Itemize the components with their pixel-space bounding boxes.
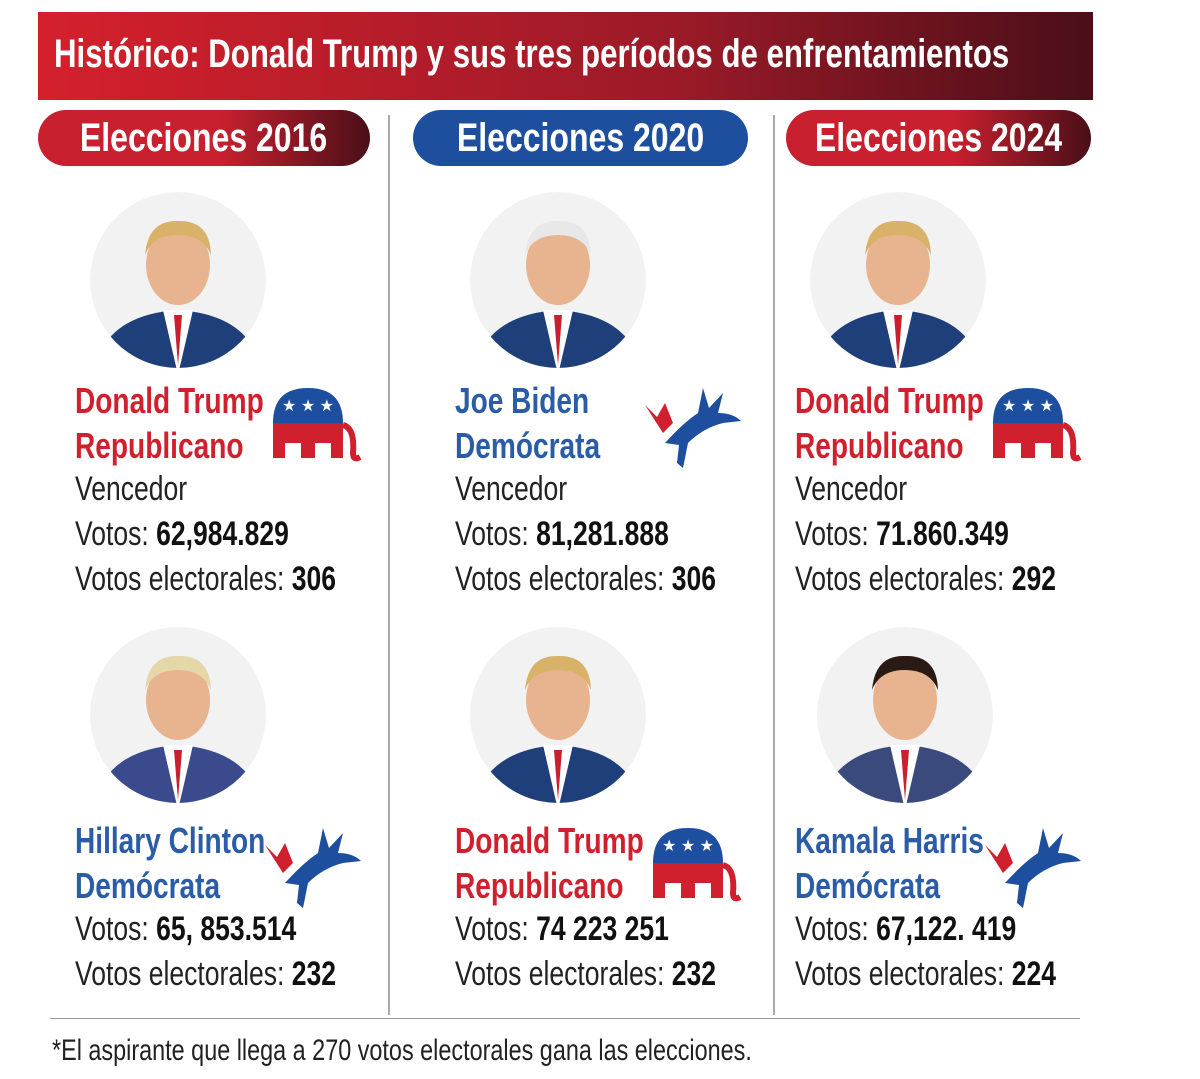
photo	[83, 620, 273, 810]
ev-value: 306	[291, 560, 336, 598]
ev-value: 292	[1011, 560, 1056, 598]
heading-text: Elecciones 2016	[80, 115, 328, 160]
votes-line: Votos: 71.860.349	[795, 515, 1009, 554]
ev-line: Votos electorales: 306	[75, 560, 336, 599]
candidate-name: Hillary Clinton	[75, 820, 266, 861]
votes-value: 65, 853.514	[156, 910, 297, 948]
votes-label: Votos:	[795, 515, 869, 553]
candidate-name: Donald Trump	[455, 820, 644, 861]
portrait	[470, 627, 646, 803]
candidate-party: Demócrata	[455, 425, 601, 466]
ev-label: Votos electorales:	[75, 955, 285, 993]
party-emblem: ★ ★ ★	[653, 828, 742, 902]
column-heading: Elecciones 2020	[413, 110, 748, 166]
column-heading: Elecciones 2016	[38, 110, 370, 166]
candidate-name: Kamala Harris	[795, 820, 984, 861]
votes-line: Votos: 65, 853.514	[75, 910, 296, 949]
divider	[773, 115, 775, 1015]
portrait	[90, 192, 266, 368]
photo	[463, 620, 653, 810]
votes-label: Votos:	[75, 910, 149, 948]
photo	[83, 185, 273, 375]
ev-label: Votos electorales:	[455, 955, 665, 993]
elephant-emblem: ★ ★ ★	[643, 823, 743, 913]
svg-text:★ ★ ★: ★ ★ ★	[282, 398, 334, 415]
votes-value: 71.860.349	[876, 515, 1009, 553]
votes-value: 74 223 251	[536, 910, 669, 948]
candidate-party: Republicano	[75, 425, 244, 466]
votes-label: Votos:	[795, 910, 869, 948]
ev-value: 224	[1011, 955, 1056, 993]
portrait	[817, 627, 993, 803]
donkey-emblem	[643, 383, 743, 473]
svg-text:★ ★ ★: ★ ★ ★	[1002, 398, 1054, 415]
ev-label: Votos electorales:	[795, 560, 1005, 598]
portrait	[90, 627, 266, 803]
votes-value: 81,281.888	[536, 515, 669, 553]
column-heading: Elecciones 2024	[786, 110, 1091, 166]
title: Histórico: Donald Trump y sus tres perío…	[54, 32, 1010, 76]
photo	[803, 185, 993, 375]
title-bar	[38, 12, 1093, 100]
divider	[388, 115, 390, 1015]
ev-value: 306	[671, 560, 716, 598]
rule	[50, 1018, 1080, 1019]
ev-label: Votos electorales:	[75, 560, 285, 598]
heading-text: Elecciones 2024	[814, 115, 1063, 160]
votes-value: 62,984.829	[156, 515, 289, 553]
votes-line: Votos: 81,281.888	[455, 515, 669, 554]
heading-text: Elecciones 2020	[456, 115, 705, 160]
votes-line: Votos: 62,984.829	[75, 515, 289, 554]
party-emblem	[265, 828, 361, 908]
portrait	[470, 192, 646, 368]
votes-label: Votos:	[75, 515, 149, 553]
party-emblem	[645, 388, 741, 468]
donkey-emblem	[263, 823, 363, 913]
donkey-emblem	[983, 823, 1083, 913]
elephant-emblem: ★ ★ ★	[983, 383, 1083, 473]
ev-label: Votos electorales:	[795, 955, 1005, 993]
votes-label: Votos:	[455, 910, 529, 948]
status: Vencedor	[795, 470, 908, 508]
ev-line: Votos electorales: 224	[795, 955, 1056, 994]
portrait	[810, 192, 986, 368]
candidate-party: Republicano	[455, 865, 624, 906]
party-emblem: ★ ★ ★	[993, 388, 1082, 462]
ev-label: Votos electorales:	[455, 560, 665, 598]
candidate-name: Donald Trump	[75, 380, 264, 421]
candidate-party: Demócrata	[75, 865, 221, 906]
footnote: *El aspirante que llega a 270 votos elec…	[52, 1034, 752, 1067]
ev-line: Votos electorales: 306	[455, 560, 716, 599]
votes-value: 67,122. 419	[876, 910, 1017, 948]
party-emblem: ★ ★ ★	[273, 388, 362, 462]
candidate-party: Demócrata	[795, 865, 941, 906]
status: Vencedor	[75, 470, 188, 508]
votes-line: Votos: 74 223 251	[455, 910, 669, 949]
party-emblem	[985, 828, 1081, 908]
ev-line: Votos electorales: 292	[795, 560, 1056, 599]
ev-value: 232	[671, 955, 716, 993]
candidate-name: Joe Biden	[455, 380, 590, 421]
candidate-party: Republicano	[795, 425, 964, 466]
photo	[463, 185, 653, 375]
svg-text:★ ★ ★: ★ ★ ★	[662, 838, 714, 855]
status: Vencedor	[455, 470, 568, 508]
candidate-name: Donald Trump	[795, 380, 984, 421]
ev-line: Votos electorales: 232	[75, 955, 336, 994]
votes-line: Votos: 67,122. 419	[795, 910, 1016, 949]
photo	[810, 620, 1000, 810]
ev-line: Votos electorales: 232	[455, 955, 716, 994]
ev-value: 232	[291, 955, 336, 993]
votes-label: Votos:	[455, 515, 529, 553]
elephant-emblem: ★ ★ ★	[263, 383, 363, 473]
